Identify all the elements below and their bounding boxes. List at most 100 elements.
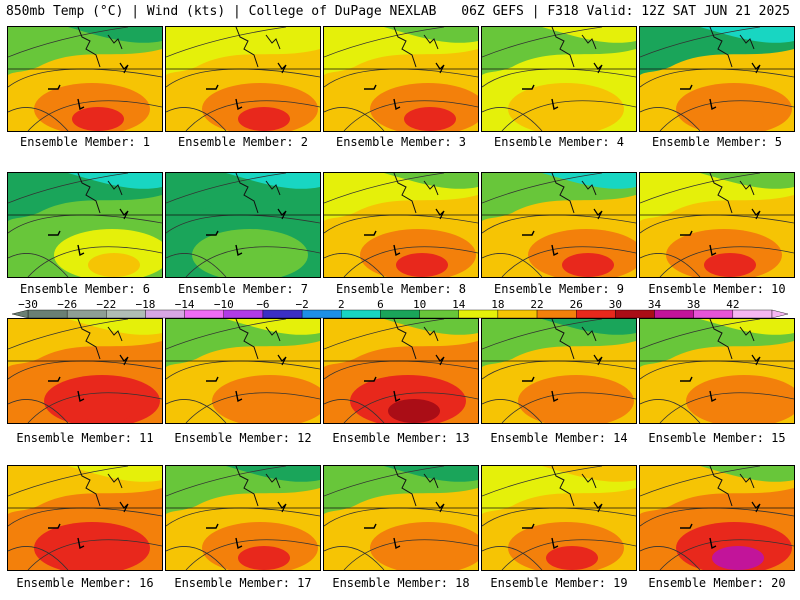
ensemble-member-panel[interactable]: [481, 172, 637, 278]
colorbar-swatch: [341, 309, 381, 319]
ensemble-member-panel[interactable]: [639, 465, 795, 571]
ensemble-member-panel[interactable]: [323, 318, 479, 424]
colorbar-swatch: [654, 309, 694, 319]
ensemble-member-label: Ensemble Member: 4: [493, 135, 625, 149]
temperature-field: [482, 173, 636, 277]
colorbar-swatch: [497, 309, 538, 319]
ensemble-member-label: Ensemble Member: 7: [177, 282, 309, 296]
colorbar-tick-label: −2: [295, 298, 309, 311]
temperature-field: [166, 27, 320, 131]
temperature-field: [324, 27, 478, 131]
ensemble-member-panel[interactable]: [165, 318, 321, 424]
temperature-field: [482, 27, 636, 131]
ensemble-member-panel[interactable]: [639, 318, 795, 424]
ensemble-member-label: Ensemble Member: 5: [651, 135, 783, 149]
ensemble-member-panel[interactable]: [323, 465, 479, 571]
colorbar-tick-label: 26: [569, 298, 583, 311]
colorbar-tick-label: 42: [726, 298, 740, 311]
ensemble-member-panel[interactable]: [639, 26, 795, 132]
ensemble-member-label: Ensemble Member: 1: [19, 135, 151, 149]
temperature-field: [640, 319, 794, 423]
colorbar-tick-label: −30: [18, 298, 38, 311]
ensemble-member-panel[interactable]: [7, 26, 163, 132]
temperature-field: [8, 173, 162, 277]
ensemble-member-label: Ensemble Member: 11: [16, 431, 154, 445]
colorbar-swatch: [301, 309, 342, 319]
colorbar-swatch: [380, 309, 420, 319]
colorbar-tick-label: −10: [213, 298, 234, 311]
temperature-field: [166, 319, 320, 423]
temperature-field: [640, 466, 794, 570]
ensemble-member-label: Ensemble Member: 10: [648, 282, 786, 296]
colorbar-tick-label: −6: [256, 298, 270, 311]
temperature-field: [640, 27, 794, 131]
colorbar-swatch: [27, 309, 68, 319]
colorbar-tick-label: −18: [135, 298, 156, 311]
temperature-field: [482, 466, 636, 570]
temperature-field: [8, 27, 162, 131]
colorbar-tick-label: 34: [647, 298, 662, 311]
colorbar-swatch: [184, 309, 224, 319]
colorbar-swatch: [262, 309, 303, 319]
temperature-field: [324, 319, 478, 423]
colorbar-tick-label: 10: [412, 298, 427, 311]
ensemble-member-panel[interactable]: [481, 318, 637, 424]
temperature-field: [166, 173, 320, 277]
colorbar-swatch: [615, 309, 655, 319]
colorbar-swatch: [419, 309, 459, 319]
ensemble-member-panel[interactable]: [639, 172, 795, 278]
temperature-field: [8, 319, 162, 423]
temperature-field: [640, 173, 794, 277]
colorbar-tick-label: 30: [608, 298, 622, 311]
temperature-colorbar: [11, 309, 789, 319]
ensemble-member-label: Ensemble Member: 9: [493, 282, 625, 296]
temperature-field: [324, 466, 478, 570]
ensemble-member-label: Ensemble Member: 6: [19, 282, 151, 296]
ensemble-member-label: Ensemble Member: 8: [335, 282, 467, 296]
colorbar-swatch: [106, 309, 146, 319]
ensemble-member-label: Ensemble Member: 15: [648, 431, 786, 445]
ensemble-member-panel[interactable]: [165, 172, 321, 278]
ensemble-member-label: Ensemble Member: 17: [174, 576, 312, 590]
colorbar-swatch: [732, 309, 773, 319]
temperature-field: [166, 466, 320, 570]
ensemble-member-panel[interactable]: [7, 465, 163, 571]
colorbar-swatch: [536, 309, 577, 319]
ensemble-member-panel[interactable]: [323, 172, 479, 278]
ensemble-member-panel[interactable]: [165, 26, 321, 132]
colorbar-swatch: [693, 309, 734, 319]
colorbar-tick-label: 38: [687, 298, 701, 311]
map-title: 850mb Temp (°C) | Wind (kts) | College o…: [6, 4, 437, 19]
colorbar-tick-label: 14: [452, 298, 466, 311]
ensemble-member-panel[interactable]: [7, 318, 163, 424]
ensemble-member-panel[interactable]: [323, 26, 479, 132]
colorbar-tick-label: 18: [491, 298, 505, 311]
colorbar-tick-label: −22: [96, 298, 117, 311]
colorbar-swatch: [145, 309, 185, 319]
ensemble-member-panel[interactable]: [481, 26, 637, 132]
ensemble-member-panel[interactable]: [165, 465, 321, 571]
ensemble-member-label: Ensemble Member: 14: [490, 431, 628, 445]
colorbar-tick-label: −14: [174, 298, 195, 311]
ensemble-member-panel[interactable]: [481, 465, 637, 571]
colorbar-tick-label: −26: [57, 298, 78, 311]
ensemble-member-label: Ensemble Member: 3: [335, 135, 467, 149]
colorbar-tick-label: 22: [530, 298, 544, 311]
ensemble-member-label: Ensemble Member: 12: [174, 431, 312, 445]
colorbar-swatch: [66, 309, 107, 319]
ensemble-member-panel[interactable]: [7, 172, 163, 278]
colorbar-swatch: [458, 309, 499, 319]
colorbar-tick-label: 6: [377, 298, 384, 311]
model-run-info: 06Z GEFS | F318 Valid: 12Z SAT JUN 21 20…: [461, 4, 790, 19]
ensemble-member-label: Ensemble Member: 13: [332, 431, 470, 445]
ensemble-member-label: Ensemble Member: 20: [648, 576, 786, 590]
ensemble-member-label: Ensemble Member: 2: [177, 135, 309, 149]
ensemble-member-label: Ensemble Member: 19: [490, 576, 628, 590]
colorbar-tick-label: 2: [337, 298, 345, 311]
ensemble-member-label: Ensemble Member: 16: [16, 576, 154, 590]
ensemble-member-label: Ensemble Member: 18: [332, 576, 470, 590]
colorbar-swatch: [223, 309, 264, 319]
temperature-field: [324, 173, 478, 277]
temperature-field: [8, 466, 162, 570]
temperature-field: [482, 319, 636, 423]
